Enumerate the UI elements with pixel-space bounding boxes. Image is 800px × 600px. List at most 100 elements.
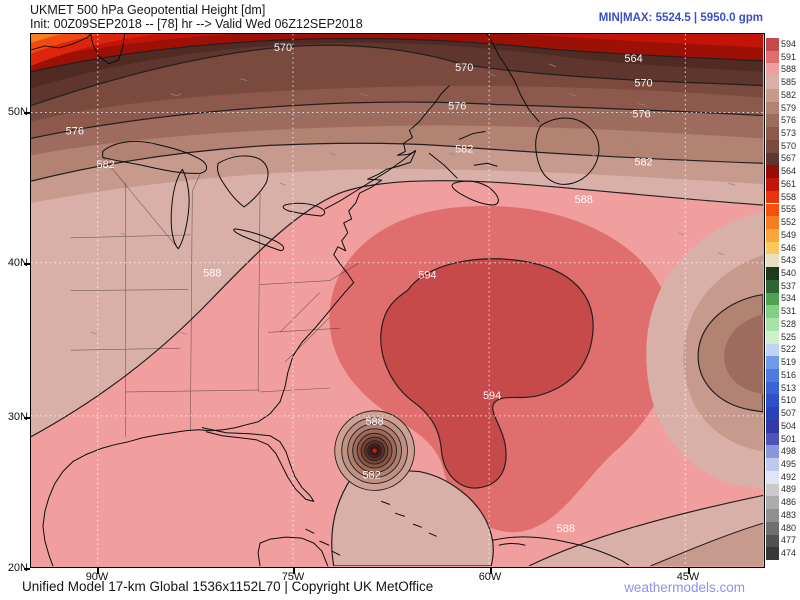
colorbar-swatch bbox=[766, 432, 779, 446]
colorbar-step: 495 bbox=[766, 458, 800, 471]
contour-label: 570 bbox=[455, 62, 473, 74]
colorbar-step: 483 bbox=[766, 509, 800, 522]
colorbar-step: 546 bbox=[766, 241, 800, 255]
colorbar-step: 582 bbox=[766, 88, 800, 102]
colorbar-value: 504 bbox=[781, 420, 797, 431]
colorbar-swatch bbox=[766, 114, 779, 128]
colorbar-swatch bbox=[766, 292, 779, 306]
colorbar-value: 501 bbox=[781, 433, 797, 444]
colorbar-swatch bbox=[766, 216, 779, 229]
colorbar-swatch bbox=[766, 496, 779, 510]
colorbar-step: 501 bbox=[766, 432, 800, 446]
colorbar-swatch bbox=[766, 458, 779, 471]
colorbar-value: 483 bbox=[781, 509, 797, 520]
colorbar-swatch bbox=[766, 470, 779, 484]
colorbar-swatch bbox=[766, 509, 779, 522]
colorbar-value: 585 bbox=[781, 77, 797, 88]
colorbar-swatch bbox=[766, 254, 779, 268]
coastlines bbox=[31, 34, 630, 566]
colorbar-value: 495 bbox=[781, 459, 797, 469]
colorbar-value: 540 bbox=[781, 268, 797, 279]
colorbar-step: 558 bbox=[766, 190, 800, 204]
contour-label: 588 bbox=[365, 416, 383, 428]
colorbar-swatch bbox=[766, 152, 779, 166]
colorbar-value: 549 bbox=[781, 229, 797, 240]
cyclone-center-dot bbox=[372, 448, 377, 453]
contour-label: 588 bbox=[575, 194, 593, 206]
colorbar-value: 537 bbox=[781, 280, 797, 291]
colorbar-value: 591 bbox=[781, 51, 797, 62]
colorbar-swatch bbox=[766, 547, 779, 560]
colorbar-step: 531 bbox=[766, 305, 800, 319]
gridlines bbox=[31, 34, 763, 566]
colorbar-value: 531 bbox=[781, 306, 797, 317]
contour-label: 588 bbox=[557, 523, 575, 535]
colorbar-value: 567 bbox=[781, 153, 797, 164]
colorbar-step: 594 bbox=[766, 38, 800, 51]
lat-tick-mark bbox=[24, 263, 30, 265]
colorbar-step: 507 bbox=[766, 407, 800, 420]
terrain-marks bbox=[90, 63, 736, 335]
colorbar-swatch bbox=[766, 279, 779, 293]
colorbar-swatch bbox=[766, 139, 779, 153]
colorbar-step: 573 bbox=[766, 127, 800, 140]
colorbar-step: 537 bbox=[766, 279, 800, 293]
contour-label: 570 bbox=[634, 78, 652, 90]
colorbar-value: 486 bbox=[781, 497, 797, 508]
colorbar-swatch bbox=[766, 381, 779, 395]
colorbar-value: 477 bbox=[781, 535, 797, 546]
colorbar-step: 579 bbox=[766, 101, 800, 115]
colorbar-step: 555 bbox=[766, 203, 800, 217]
colorbar-step: 552 bbox=[766, 216, 800, 229]
lon-tick-label: 45W bbox=[676, 571, 700, 583]
colorbar-swatch bbox=[766, 330, 779, 344]
watermark-link[interactable]: weathermodels.com bbox=[624, 580, 745, 595]
contour-label: 594 bbox=[418, 270, 436, 282]
colorbar-value: 474 bbox=[781, 548, 797, 559]
contour-label: 564 bbox=[624, 53, 642, 65]
colorbar-step: 498 bbox=[766, 445, 800, 459]
colorbar-value: 564 bbox=[781, 166, 797, 177]
contour-label: 576 bbox=[66, 125, 84, 137]
colorbar-step: 549 bbox=[766, 228, 800, 242]
lon-tick-label: 90W bbox=[85, 571, 109, 583]
colorbar-value: 507 bbox=[781, 408, 797, 419]
colorbar-value: 573 bbox=[781, 127, 797, 138]
colorbar-value: 588 bbox=[781, 64, 797, 75]
lat-tick-label: 30N bbox=[7, 411, 28, 423]
colorbar-swatch bbox=[766, 178, 779, 191]
colorbar-step: 492 bbox=[766, 470, 800, 484]
colorbar-value: 516 bbox=[781, 369, 797, 380]
colorbar: 594 591 588 585 582 579 576 573 570 567 564 561 558 5… bbox=[766, 38, 800, 560]
colorbar-value: 570 bbox=[781, 140, 797, 151]
colorbar-swatch bbox=[766, 38, 779, 51]
colorbar-step: 477 bbox=[766, 534, 800, 548]
lat-tick-label: 40N bbox=[7, 257, 28, 269]
colorbar-swatch bbox=[766, 394, 779, 408]
colorbar-step: 534 bbox=[766, 292, 800, 306]
contour-label: 588 bbox=[203, 268, 221, 280]
colorbar-value: 558 bbox=[781, 191, 797, 202]
contour-label: 582 bbox=[362, 470, 380, 482]
colorbar-value: 510 bbox=[781, 395, 797, 406]
minmax-readout: MIN|MAX: 5524.5 | 5950.0 gpm bbox=[598, 12, 763, 24]
contour-label: 582 bbox=[97, 159, 115, 171]
east-edge-low bbox=[646, 211, 763, 490]
colorbar-swatch bbox=[766, 76, 779, 89]
colorbar-swatch bbox=[766, 127, 779, 140]
lat-tick-mark bbox=[24, 568, 30, 570]
colorbar-swatch bbox=[766, 165, 779, 179]
colorbar-swatch bbox=[766, 445, 779, 459]
lon-tick-label: 60W bbox=[478, 571, 502, 583]
colorbar-value: 480 bbox=[781, 522, 797, 533]
lon-tick-mark bbox=[688, 568, 690, 574]
lat-tick-mark bbox=[24, 112, 30, 114]
colorbar-swatch bbox=[766, 88, 779, 102]
contour-label: 582 bbox=[634, 156, 652, 168]
colorbar-value: 489 bbox=[781, 484, 797, 495]
contour-label: 582 bbox=[455, 143, 473, 155]
lat-tick-label: 20N bbox=[7, 562, 28, 574]
colorbar-value: 534 bbox=[781, 293, 797, 304]
colorbar-swatch bbox=[766, 521, 779, 535]
